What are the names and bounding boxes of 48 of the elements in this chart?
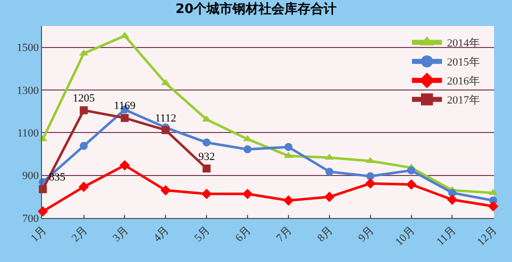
point	[201, 188, 212, 200]
legend-label: 2014年	[446, 38, 480, 50]
point	[407, 166, 416, 174]
data-label: 1112	[155, 112, 176, 124]
point	[242, 188, 253, 200]
y-tick-label: 900	[22, 170, 40, 182]
legend-label: 2017年	[446, 94, 480, 107]
point	[324, 192, 335, 202]
point	[78, 182, 89, 192]
y-tick-label: 700	[22, 212, 40, 225]
point	[202, 138, 211, 146]
point	[244, 145, 252, 154]
x-tick-label: 7月	[274, 224, 294, 244]
chart-title: 20个城市钢材社会库存合计	[175, 1, 337, 18]
x-tick-label: 5月	[192, 224, 213, 244]
legend-label: 2016年	[446, 76, 480, 88]
point	[366, 172, 374, 180]
x-tick-label: 3月	[110, 224, 131, 244]
x-tick-label: 1月	[28, 224, 49, 244]
data-label: 1205	[72, 92, 96, 105]
x-tick-label: 11月	[434, 224, 458, 248]
x-tick-label: 8月	[315, 224, 336, 244]
point	[447, 194, 458, 205]
point	[162, 126, 170, 134]
x-tick-label: 9月	[356, 224, 376, 244]
x-tick-label: 6月	[233, 224, 254, 244]
point	[120, 160, 130, 171]
legend-label: 2015年	[446, 56, 480, 69]
point	[284, 142, 292, 151]
x-tick-label: 12月	[475, 224, 500, 248]
y-tick-label: 1300	[16, 84, 40, 97]
x-tick-label: 4月	[152, 224, 172, 244]
point	[406, 179, 416, 190]
point	[80, 142, 88, 150]
point	[365, 178, 376, 189]
x-tick-label: 2月	[70, 224, 90, 244]
point	[325, 168, 334, 176]
x-tick-label: 10月	[393, 224, 418, 248]
y-tick-label: 1100	[17, 128, 40, 140]
data-label: 932	[198, 150, 215, 163]
point	[120, 114, 129, 122]
point	[488, 201, 498, 212]
point	[80, 106, 88, 114]
point	[202, 164, 211, 173]
data-label: 1169	[114, 100, 136, 112]
point	[283, 195, 294, 206]
point	[160, 185, 171, 196]
y-tick-label: 1500	[16, 42, 40, 54]
